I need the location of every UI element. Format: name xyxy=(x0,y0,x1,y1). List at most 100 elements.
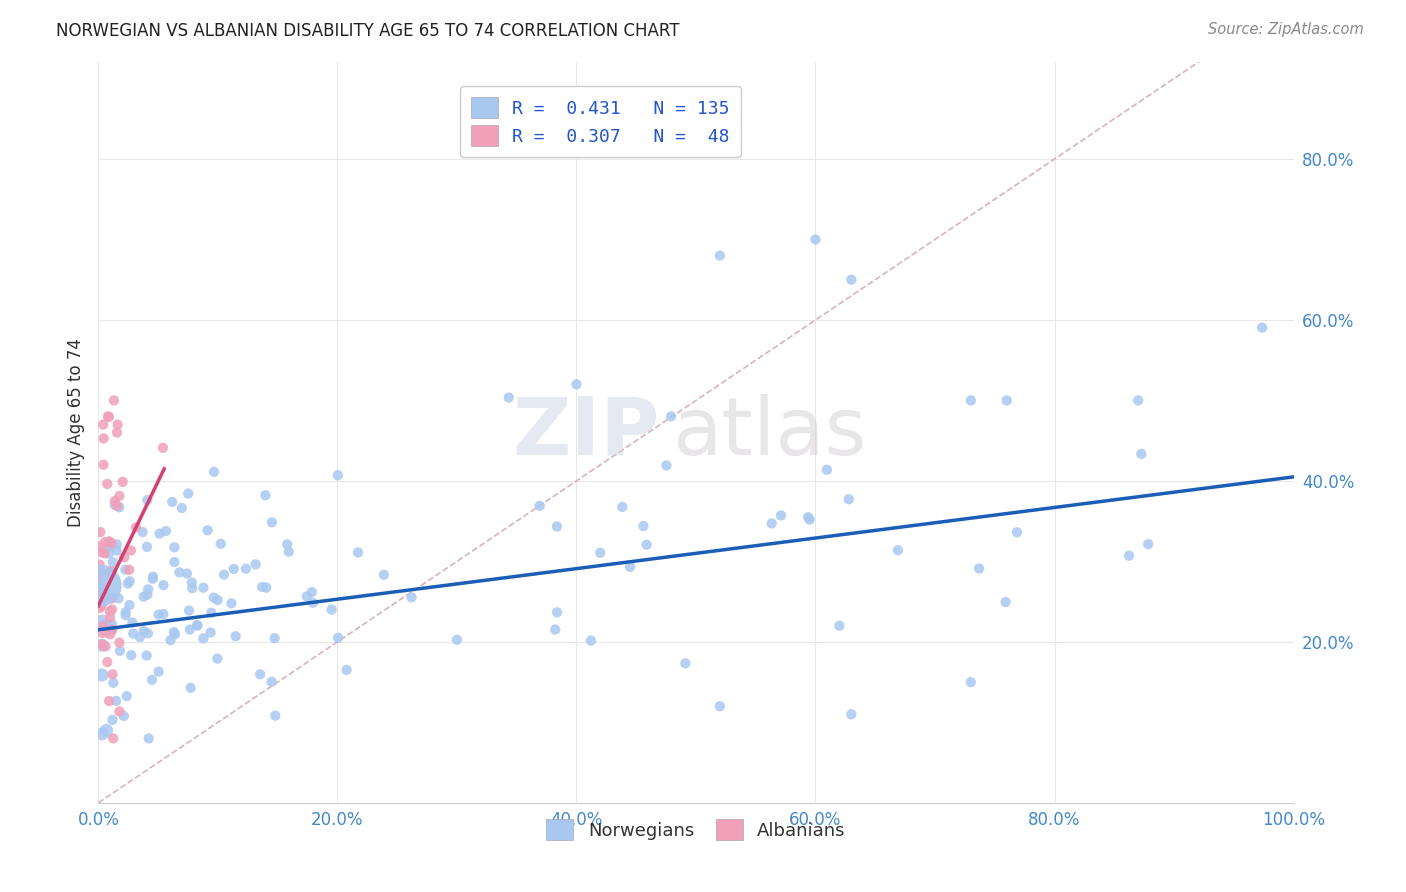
Point xyxy=(1137,537,1160,551)
Point xyxy=(114,608,136,623)
Point xyxy=(136,588,159,602)
Point xyxy=(163,625,186,640)
Point xyxy=(838,492,860,507)
Point xyxy=(960,393,983,408)
Point xyxy=(179,623,201,637)
Point xyxy=(177,603,200,617)
Point xyxy=(546,605,568,619)
Point xyxy=(186,618,208,632)
Point xyxy=(155,524,177,538)
Point xyxy=(142,572,165,586)
Point xyxy=(254,488,277,502)
Point xyxy=(673,657,696,671)
Point xyxy=(121,615,143,630)
Point xyxy=(103,675,125,690)
Point xyxy=(277,544,299,558)
Point xyxy=(93,458,115,472)
Point xyxy=(97,409,120,424)
Point xyxy=(202,465,225,479)
Point xyxy=(887,543,910,558)
Point xyxy=(105,694,128,708)
Point xyxy=(96,624,118,638)
Point xyxy=(100,623,122,637)
Point xyxy=(131,525,153,540)
Point xyxy=(93,432,115,446)
Point xyxy=(186,618,208,632)
Point xyxy=(347,545,370,559)
Point xyxy=(815,463,838,477)
Point xyxy=(112,550,135,565)
Point xyxy=(163,627,186,641)
Point xyxy=(90,599,112,613)
Point xyxy=(94,535,117,549)
Point xyxy=(105,499,128,513)
Point xyxy=(1128,393,1150,408)
Point xyxy=(129,630,152,644)
Point xyxy=(120,648,142,663)
Point xyxy=(101,713,124,727)
Point xyxy=(769,508,792,523)
Point xyxy=(89,601,111,615)
Point xyxy=(136,540,159,554)
Point xyxy=(636,538,658,552)
Point xyxy=(565,377,588,392)
Point xyxy=(103,731,125,746)
Point xyxy=(260,516,283,530)
Point xyxy=(107,417,129,432)
Point xyxy=(91,727,114,741)
Point xyxy=(193,632,215,646)
Point xyxy=(98,537,121,551)
Point xyxy=(1251,320,1274,334)
Point xyxy=(148,665,170,679)
Point xyxy=(209,537,232,551)
Point xyxy=(93,546,115,560)
Point xyxy=(108,705,131,719)
Point xyxy=(96,723,118,738)
Point xyxy=(97,409,120,424)
Point xyxy=(170,500,193,515)
Point xyxy=(111,475,134,489)
Point xyxy=(589,546,612,560)
Point xyxy=(105,543,128,558)
Point xyxy=(114,605,136,619)
Point xyxy=(177,486,200,500)
Text: NORWEGIAN VS ALBANIAN DISABILITY AGE 65 TO 74 CORRELATION CHART: NORWEGIAN VS ALBANIAN DISABILITY AGE 65 … xyxy=(56,22,679,40)
Point xyxy=(91,586,114,600)
Point xyxy=(200,625,222,640)
Point xyxy=(326,631,349,645)
Point xyxy=(100,564,122,578)
Point xyxy=(260,674,283,689)
Point xyxy=(659,409,682,424)
Point xyxy=(91,583,114,598)
Point xyxy=(98,694,121,708)
Point xyxy=(91,614,114,628)
Point xyxy=(207,593,229,607)
Point xyxy=(91,638,114,652)
Point xyxy=(529,499,551,513)
Point xyxy=(108,635,131,649)
Point xyxy=(295,590,318,604)
Point xyxy=(90,577,112,591)
Point xyxy=(108,489,131,503)
Point xyxy=(118,598,141,612)
Point xyxy=(132,624,155,639)
Point xyxy=(108,644,131,658)
Point xyxy=(135,648,157,663)
Point xyxy=(101,602,124,616)
Point xyxy=(828,619,851,633)
Point xyxy=(967,561,990,575)
Point xyxy=(180,681,202,695)
Point xyxy=(91,668,114,682)
Point xyxy=(98,604,121,618)
Point xyxy=(250,580,273,594)
Point xyxy=(115,689,138,703)
Point xyxy=(101,555,124,569)
Point xyxy=(101,623,124,637)
Point xyxy=(91,417,114,432)
Point xyxy=(90,545,112,559)
Point xyxy=(180,575,202,590)
Point xyxy=(202,591,225,605)
Point xyxy=(235,561,257,575)
Point xyxy=(841,273,863,287)
Point xyxy=(841,707,863,722)
